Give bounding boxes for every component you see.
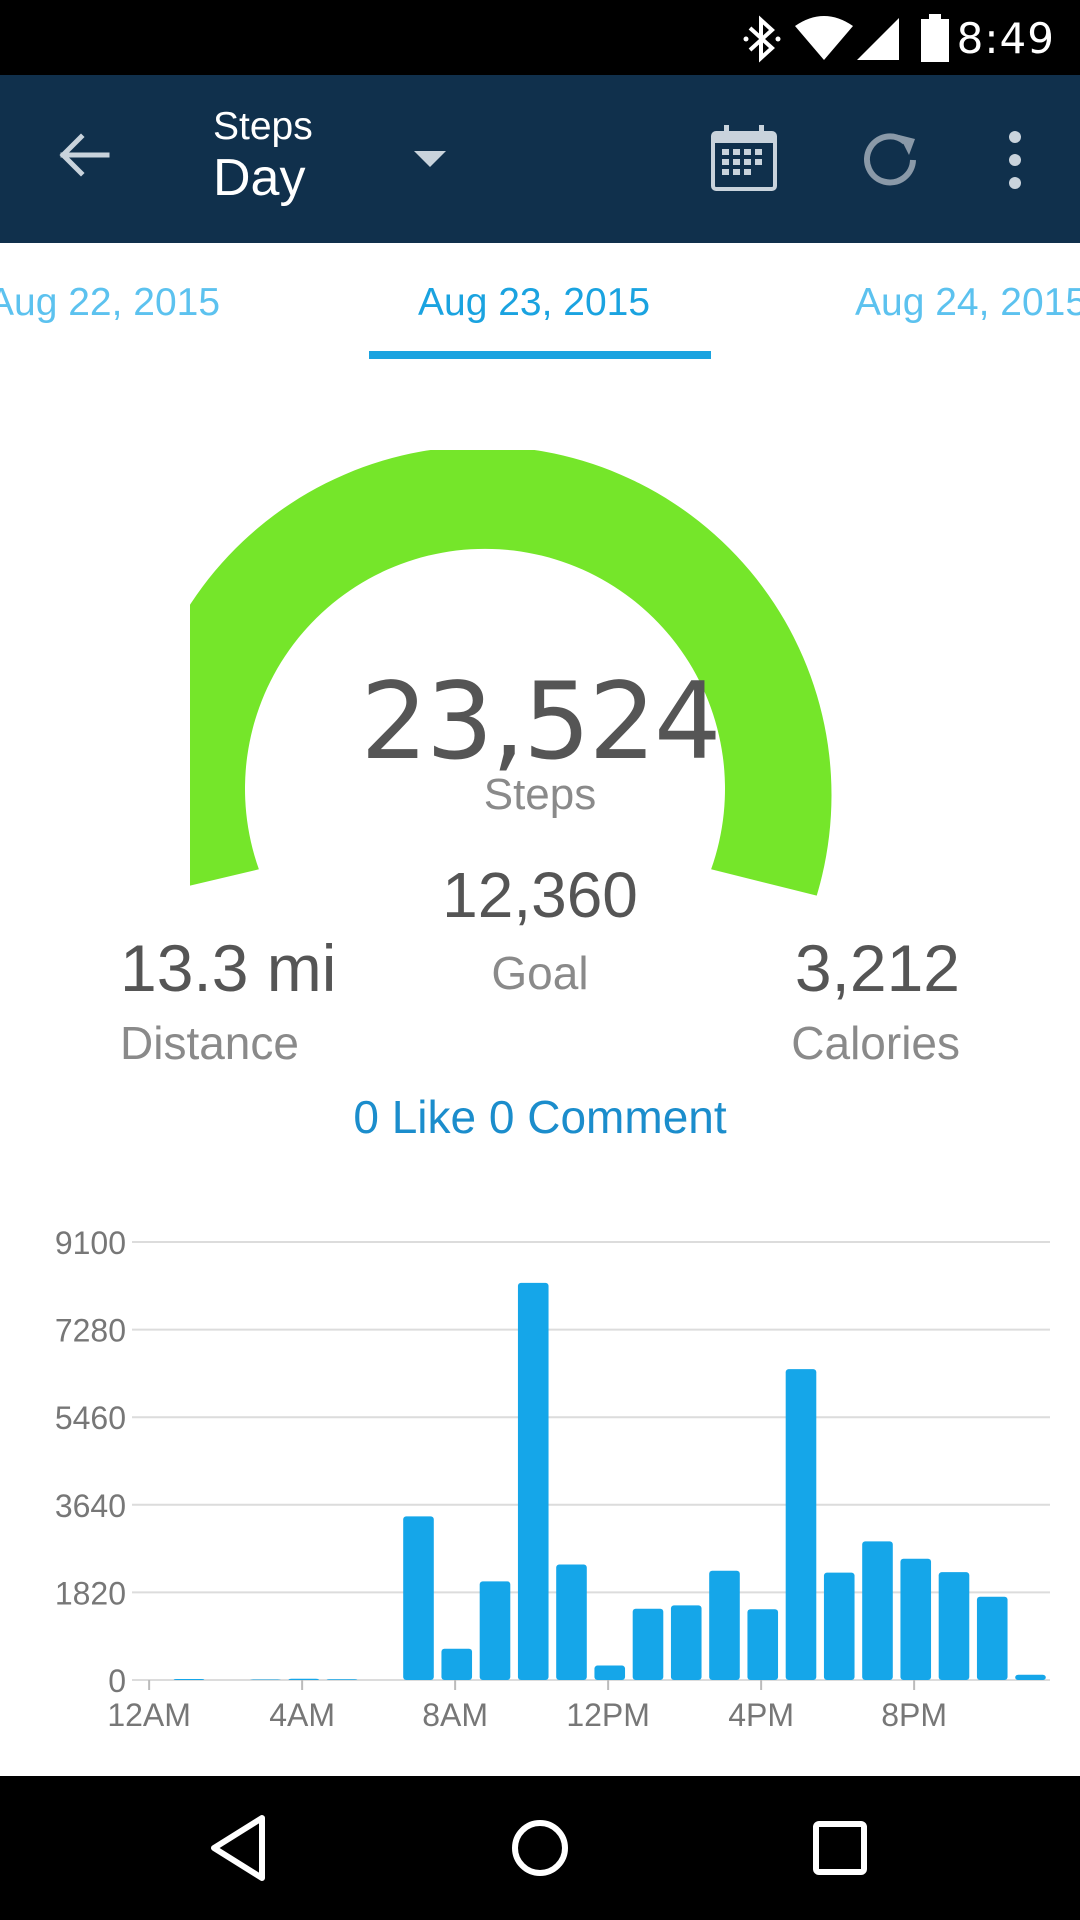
bar-hour-16[interactable]: [747, 1609, 779, 1680]
overflow-menu-icon[interactable]: [995, 127, 1035, 193]
bar-hour-22[interactable]: [976, 1596, 1008, 1680]
y-tick-label: 0: [108, 1663, 126, 1699]
tab-indicator: [369, 351, 711, 359]
distance-label: Distance: [120, 1017, 299, 1069]
y-tick-label: 7280: [55, 1313, 126, 1349]
date-tabs: Aug 22, 2015 Aug 23, 2015 Aug 24, 2015: [0, 243, 1080, 363]
steps-count: 23,524: [360, 660, 722, 783]
bar-hour-11[interactable]: [556, 1564, 587, 1680]
title-block[interactable]: Steps Day: [213, 105, 313, 207]
bar-hour-14[interactable]: [670, 1605, 702, 1680]
calories-label: Calories: [791, 1017, 960, 1069]
signal-icon: [857, 18, 899, 60]
like-comment-link[interactable]: 0 Like 0 Comment: [353, 1091, 727, 1143]
bar-hour-4[interactable]: [288, 1678, 320, 1680]
y-tick-label: 3640: [55, 1488, 126, 1524]
bar-hour-5[interactable]: [326, 1679, 358, 1680]
nav-recents-icon[interactable]: [800, 1808, 880, 1888]
bar-hour-15[interactable]: [709, 1570, 740, 1680]
tab-current-date[interactable]: Aug 23, 2015: [418, 281, 651, 324]
bar-hour-12[interactable]: [594, 1665, 626, 1680]
y-tick-label: 5460: [55, 1400, 126, 1436]
steps-goal-gauge: [190, 450, 832, 896]
period-title: Day: [213, 149, 306, 207]
tab-next-date[interactable]: Aug 24, 2015: [855, 281, 1080, 324]
x-tick-label: 12PM: [566, 1697, 650, 1730]
wifi-icon: [795, 16, 853, 60]
bar-hour-7[interactable]: [403, 1516, 434, 1680]
nav-home-icon[interactable]: [500, 1808, 580, 1888]
hourly-steps-chart: 0 1820 3640 5460 7280 9100 12AM 4AM 8AM 12PM 4PM 8P…: [55, 1225, 1050, 1730]
x-tick-label: 4PM: [728, 1697, 794, 1730]
calendar-icon[interactable]: [710, 125, 778, 193]
bar-hour-18[interactable]: [823, 1572, 855, 1680]
bluetooth-icon: [743, 15, 781, 63]
app-bar: Steps Day: [0, 75, 1080, 243]
bar-hour-8[interactable]: [441, 1648, 473, 1680]
distance-value: 13.3 mi: [120, 931, 337, 1005]
tab-previous-date[interactable]: Aug 22, 2015: [0, 281, 221, 324]
goal-label: Goal: [491, 947, 589, 999]
nav-back-icon[interactable]: [200, 1808, 280, 1888]
x-tick-label: 8PM: [881, 1697, 947, 1730]
bar-hour-9[interactable]: [479, 1581, 511, 1680]
bar-hour-20[interactable]: [900, 1558, 932, 1680]
bar-hour-19[interactable]: [862, 1541, 893, 1680]
back-arrow-icon[interactable]: [55, 125, 115, 185]
metric-title: Steps: [213, 105, 313, 148]
status-time: 8:49: [956, 14, 1055, 63]
x-tick-label: 4AM: [269, 1697, 335, 1730]
calories-value: 3,212: [794, 931, 960, 1005]
bar-hour-21[interactable]: [938, 1572, 970, 1680]
bar-hour-23[interactable]: [1015, 1674, 1046, 1680]
goal-value: 12,360: [442, 859, 638, 931]
steps-label: Steps: [483, 770, 597, 819]
x-tick-label: 8AM: [422, 1697, 488, 1730]
bar-hour-17[interactable]: [785, 1369, 817, 1680]
bar-hour-13[interactable]: [632, 1608, 664, 1680]
dropdown-caret-icon[interactable]: [412, 147, 448, 171]
bar-hour-1[interactable]: [173, 1679, 205, 1680]
sync-icon[interactable]: [855, 125, 925, 195]
navigation-bar: [0, 1776, 1080, 1920]
y-tick-label: 9100: [55, 1225, 126, 1261]
battery-icon: [921, 14, 949, 62]
x-tick-label: 12AM: [107, 1697, 191, 1730]
bar-hour-10[interactable]: [517, 1282, 549, 1680]
status-bar: 8:49: [0, 0, 1080, 75]
y-tick-label: 1820: [55, 1575, 126, 1611]
